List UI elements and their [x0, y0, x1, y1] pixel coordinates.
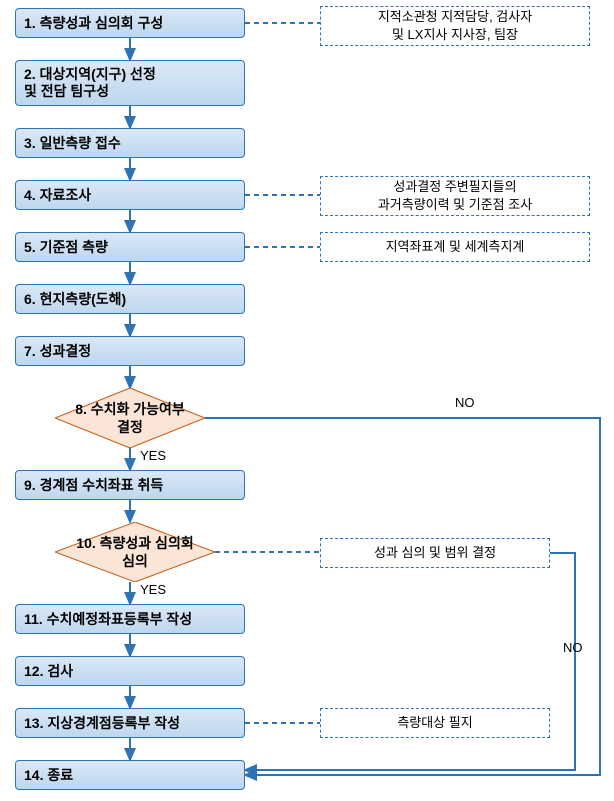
process-n4: 4. 자료조사 — [15, 180, 245, 210]
process-label: 1. 측량성과 심의회 구성 — [24, 13, 163, 33]
annotation-a5: 지역좌표계 및 세계측지계 — [320, 232, 590, 262]
annotation-a13: 측량대상 필지 — [320, 708, 550, 738]
annotation-label: 성과 심의 및 범위 결정 — [374, 544, 496, 562]
process-n2: 2. 대상지역(지구) 선정 및 전담 팀구성 — [15, 60, 245, 106]
process-label: 6. 현지측량(도해) — [24, 289, 126, 309]
process-n12: 12. 검사 — [15, 656, 245, 686]
process-n9: 9. 경계점 수치좌표 취득 — [15, 470, 245, 500]
edge-label-e8: YES — [140, 448, 166, 463]
annotation-label: 지적소관청 지적담당, 검사자 및 LX지사 지사장, 팀장 — [378, 8, 532, 43]
annotation-label: 지역좌표계 및 세계측지계 — [386, 238, 525, 256]
process-label: 14. 종료 — [24, 765, 73, 785]
edge-label-e8no: NO — [455, 395, 475, 410]
process-label: 3. 일반측량 접수 — [24, 133, 121, 153]
annotation-label: 측량대상 필지 — [397, 714, 472, 732]
process-n5: 5. 기준점 측량 — [15, 232, 245, 262]
process-n6: 6. 현지측량(도해) — [15, 284, 245, 314]
annotation-a1: 지적소관청 지적담당, 검사자 및 LX지사 지사장, 팀장 — [320, 6, 590, 46]
process-n13: 13. 지상경계점등록부 작성 — [15, 708, 245, 738]
decision-label: 10. 측량성과 심의회 심의 — [55, 522, 215, 582]
decision-d10: 10. 측량성과 심의회 심의 — [55, 522, 215, 582]
decision-d8: 8. 수치화 가능여부 결정 — [55, 388, 205, 448]
process-n7: 7. 성과결정 — [15, 336, 245, 366]
process-n3: 3. 일반측량 접수 — [15, 128, 245, 158]
edge-label-e10: YES — [140, 582, 166, 597]
flowchart-canvas: 1. 측량성과 심의회 구성 2. 대상지역(지구) 선정 및 전담 팀구성 3. … — [0, 0, 614, 801]
annotation-a10: 성과 심의 및 범위 결정 — [320, 538, 550, 568]
process-n11: 11. 수치예정좌표등록부 작성 — [15, 604, 245, 634]
process-label: 4. 자료조사 — [24, 185, 91, 205]
process-label: 7. 성과결정 — [24, 341, 91, 361]
decision-label: 8. 수치화 가능여부 결정 — [55, 388, 205, 448]
edge-label-e10no: NO — [563, 640, 583, 655]
process-label: 2. 대상지역(지구) 선정 및 전담 팀구성 — [24, 66, 156, 101]
process-label: 12. 검사 — [24, 661, 73, 681]
process-n1: 1. 측량성과 심의회 구성 — [15, 8, 245, 38]
annotation-label: 성과결정 주변필지들의 과거측량이력 및 기준점 조사 — [378, 178, 532, 213]
annotation-a4: 성과결정 주변필지들의 과거측량이력 및 기준점 조사 — [320, 176, 590, 216]
process-n14: 14. 종료 — [15, 760, 245, 790]
process-label: 9. 경계점 수치좌표 취득 — [24, 475, 163, 495]
process-label: 11. 수치예정좌표등록부 작성 — [24, 609, 192, 629]
process-label: 13. 지상경계점등록부 작성 — [24, 713, 180, 733]
process-label: 5. 기준점 측량 — [24, 237, 108, 257]
